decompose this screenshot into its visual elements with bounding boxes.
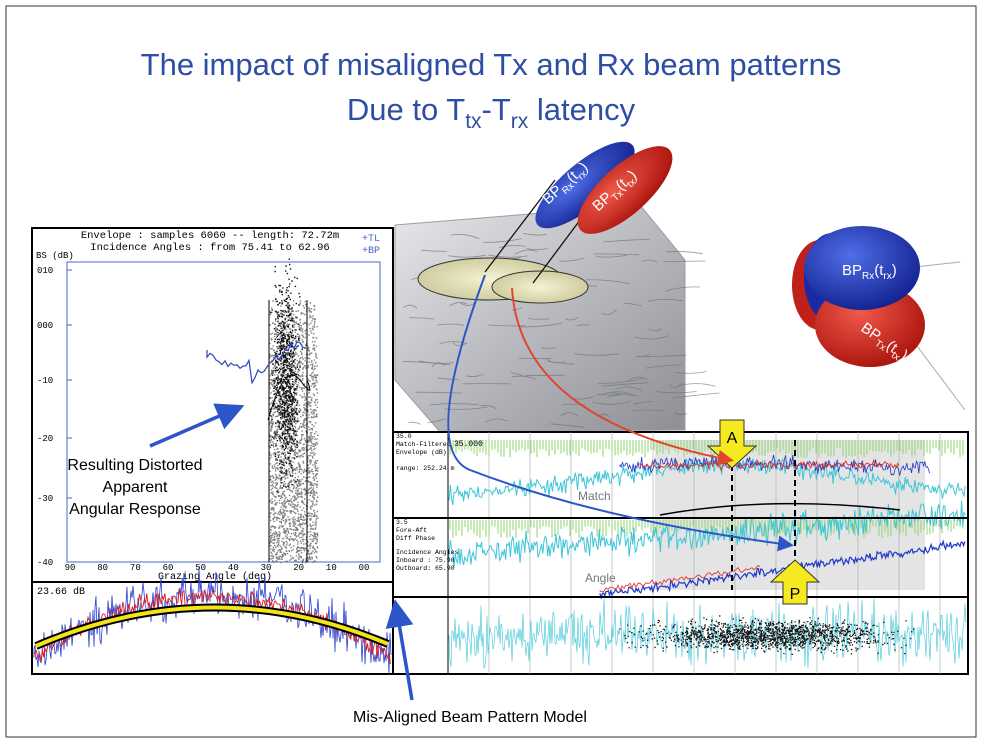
row-label: Envelope (dB)	[396, 449, 447, 456]
strip-label: 23.66 dB	[37, 586, 85, 598]
title-part: Due to T	[347, 92, 465, 127]
row-label: 35.0	[396, 433, 412, 440]
y-tick-label: -40	[37, 558, 53, 568]
marker-label: P	[790, 586, 801, 603]
row-label: range: 252.24 m	[396, 465, 455, 472]
row-label: Fore-Aft	[396, 527, 427, 534]
beam-strip: 23.66 dB	[32, 567, 393, 674]
angular-plot: Envelope : samples 6060 -- length: 72.72…	[32, 228, 393, 583]
row-label: Inboard : 75.90	[396, 557, 455, 564]
annotation: Mis-Aligned Beam Pattern Model	[353, 709, 587, 726]
title-sub: rx	[511, 110, 529, 133]
plot-header: Incidence Angles : from 75.41 to 62.96	[90, 242, 329, 254]
legend-entry: +TL	[362, 234, 380, 245]
annotation: Apparent	[103, 479, 168, 496]
title-line2: Due to Ttx-Trx latency	[347, 92, 636, 133]
title-part: latency	[528, 92, 635, 127]
footprint-ellipse	[492, 271, 588, 303]
beam-text: BP	[842, 262, 862, 279]
row-label: Incidence Angles	[396, 549, 459, 556]
beam-text: Rx	[862, 271, 874, 282]
legend-entry: +BP	[362, 246, 380, 257]
x-tick-label: 10	[326, 563, 337, 573]
title-line1: The impact of misaligned Tx and Rx beam …	[141, 47, 842, 82]
y-axis-label: BS (dB)	[36, 251, 74, 261]
slide: The impact of misaligned Tx and Rx beam …	[0, 0, 983, 744]
annotation: Angular Response	[69, 501, 201, 518]
annotation: Resulting Distorted	[67, 457, 202, 474]
x-tick-label: 90	[65, 563, 76, 573]
x-tick-label: 70	[130, 563, 141, 573]
row-label: 3.5	[396, 519, 408, 526]
beam-text: rx	[883, 271, 891, 282]
scale-label: 35.000	[454, 440, 483, 449]
x-tick-label: 20	[293, 563, 304, 573]
x-tick-label: 00	[359, 563, 370, 573]
y-tick-label: -10	[37, 376, 53, 386]
y-tick-label: -20	[37, 434, 53, 444]
y-tick-label: 010	[37, 266, 53, 276]
title-sub: tx	[465, 110, 482, 133]
row-label: Match-Filtered	[396, 441, 451, 448]
watermark: Angle	[585, 571, 616, 585]
y-tick-label: -30	[37, 494, 53, 504]
watermark: Match	[578, 489, 611, 503]
row-label: Diff Phase	[396, 535, 435, 542]
y-tick-label: 000	[37, 321, 53, 331]
row-label: Outboard: 65.90	[396, 565, 455, 572]
marker-label: A	[727, 430, 738, 447]
seafloor-image: BPRx(trx) BPTx(ttx)	[393, 128, 720, 432]
beam-text: )	[892, 262, 897, 279]
x-tick-label: 80	[97, 563, 108, 573]
title-part: -T	[482, 92, 511, 127]
plot-header: Envelope : samples 6060 -- length: 72.72…	[81, 230, 339, 242]
